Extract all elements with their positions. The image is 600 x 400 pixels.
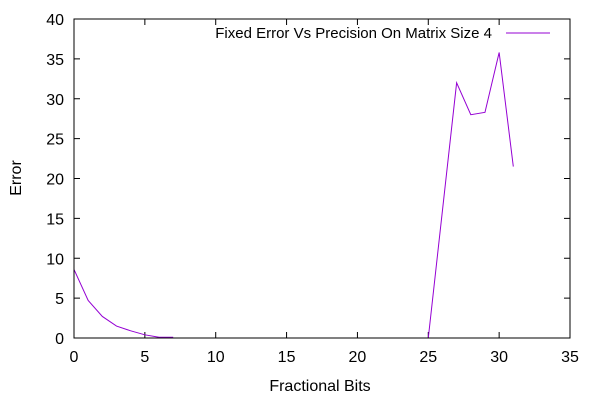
x-tick-label: 0 [70, 349, 79, 366]
y-axis-label: Error [8, 160, 25, 196]
x-tick-label: 10 [207, 349, 225, 366]
y-tick-label: 0 [55, 331, 64, 348]
y-tick-label: 15 [46, 211, 64, 228]
x-tick-label: 25 [419, 349, 437, 366]
x-tick-label: 30 [490, 349, 508, 366]
x-axis-label: Fractional Bits [269, 378, 370, 395]
series-layer [73, 52, 514, 339]
plot-frame [73, 18, 571, 339]
x-tick-label: 35 [561, 349, 579, 366]
legend: Fixed Error Vs Precision On Matrix Size … [215, 25, 550, 42]
y-tick-label: 5 [55, 291, 64, 308]
y-tick-label: 35 [46, 52, 64, 69]
x-tick-label: 15 [278, 349, 296, 366]
y-tick-label: 40 [46, 12, 64, 29]
y-tick-label: 10 [46, 251, 64, 268]
ticks-layer: 0 5 10 15 20 25 30 35 0 5 10 15 20 25 30 35 40 [46, 12, 579, 366]
x-tick-label: 5 [140, 349, 149, 366]
y-tick-label: 20 [46, 172, 64, 189]
series-line [73, 269, 174, 338]
y-tick-label: 30 [46, 92, 64, 109]
legend-label: Fixed Error Vs Precision On Matrix Size … [215, 25, 492, 42]
y-tick-label: 25 [46, 132, 64, 149]
series-line [427, 52, 514, 339]
x-tick-label: 20 [349, 349, 367, 366]
